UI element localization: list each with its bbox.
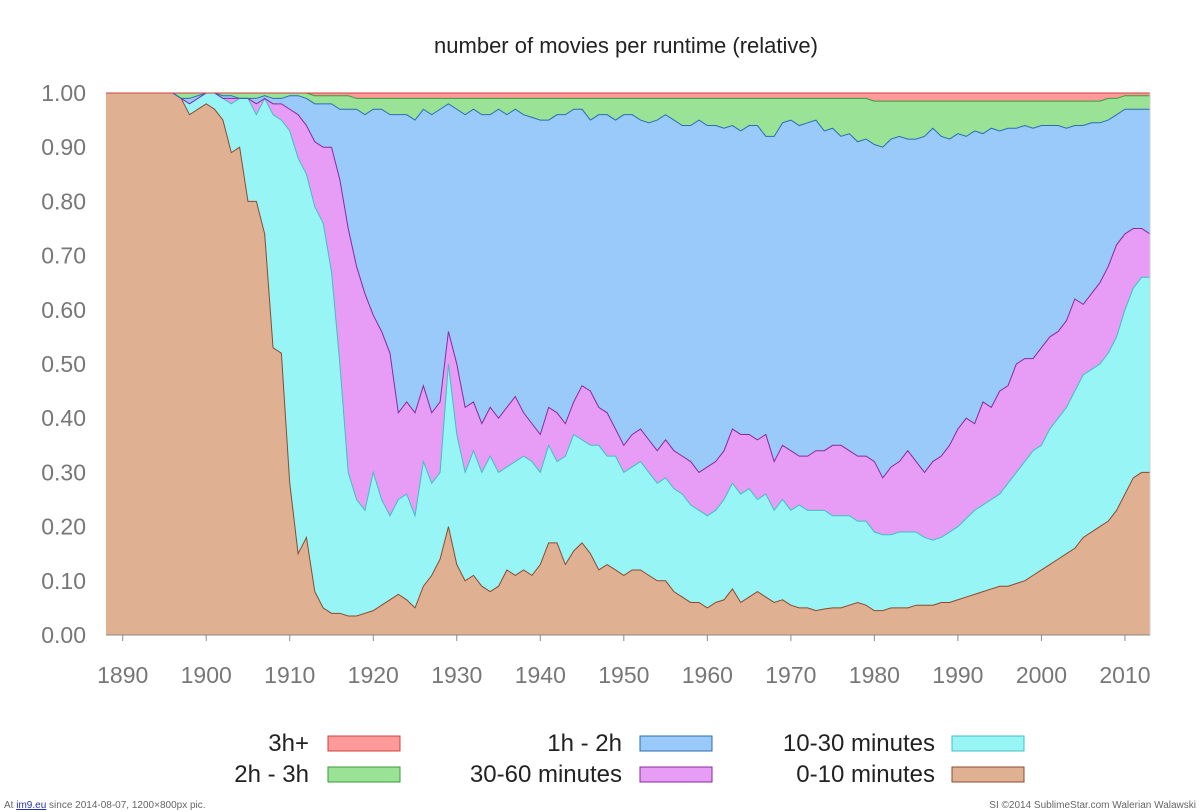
footer-link[interactable]: im9.eu xyxy=(16,800,47,811)
legend-item: 0-10 minutes xyxy=(796,761,1025,788)
y-tick-label: 0.90 xyxy=(41,134,86,160)
legend-label: 2h - 3h xyxy=(234,761,309,788)
chart-title: number of movies per runtime (relative) xyxy=(434,33,818,58)
legend-swatch xyxy=(951,735,1025,752)
legend-swatch xyxy=(327,766,401,783)
y-tick-label: 0.50 xyxy=(41,351,86,377)
x-tick-label: 2010 xyxy=(1099,662,1150,688)
axes xyxy=(106,93,1151,636)
area-0-10-minutes xyxy=(106,93,1150,635)
legend-item: 10-30 minutes xyxy=(783,730,1025,757)
footer-left-suffix: since 2014-08-07, 1200×800px pic. xyxy=(49,800,206,811)
x-tick-label: 1910 xyxy=(264,662,315,688)
legend: 3h+ 2h - 3h 1h - 2h 30-60 minutes 10-30 minu… xyxy=(234,730,1025,788)
series-line-0-10-minutes xyxy=(106,92,1150,617)
legend-swatch xyxy=(639,766,713,783)
x-tick-label: 1940 xyxy=(515,662,566,688)
x-tick-label: 1930 xyxy=(431,662,482,688)
legend-swatch xyxy=(951,766,1025,783)
y-tick-label: 0.10 xyxy=(41,568,86,594)
x-axis-ticks: 1890 1900 1910 1920 1930 1940 1950 1960 1970 1980… xyxy=(97,635,1151,688)
y-tick-label: 1.00 xyxy=(41,80,86,106)
series-line-30-60-minutes xyxy=(106,92,1151,479)
series-line-2h-3h xyxy=(106,92,1150,102)
legend-label: 0-10 minutes xyxy=(796,761,935,788)
y-tick-label: 0.20 xyxy=(41,514,86,540)
y-tick-label: 0.00 xyxy=(41,622,86,648)
y-tick-label: 0.40 xyxy=(41,405,86,431)
y-tick-label: 0.70 xyxy=(41,243,86,269)
footer-left: At im9.eu since 2014-08-07, 1200×800px p… xyxy=(4,800,206,811)
footer-right: SI ©2014 SublimeStar.com Walerian Walaws… xyxy=(989,800,1196,811)
legend-swatch xyxy=(639,735,713,752)
stacked-areas xyxy=(106,92,1151,635)
x-tick-label: 1920 xyxy=(348,662,399,688)
legend-item: 30-60 minutes xyxy=(470,761,713,788)
x-tick-label: 1950 xyxy=(598,662,649,688)
x-tick-label: 1990 xyxy=(932,662,983,688)
y-axis-ticks: 0.00 0.10 0.20 0.30 0.40 0.50 0.60 0.70 0.80 0.90… xyxy=(41,80,86,648)
legend-swatch xyxy=(327,735,401,752)
x-tick-label: 1980 xyxy=(849,662,900,688)
y-tick-label: 0.30 xyxy=(41,459,86,485)
legend-item: 1h - 2h xyxy=(547,730,713,757)
area-2h-3h xyxy=(106,93,1150,148)
area-3h- xyxy=(106,93,1150,102)
series-line-10-30-minutes xyxy=(106,92,1150,541)
legend-item: 2h - 3h xyxy=(234,761,401,788)
footer-left-prefix: At xyxy=(4,800,14,811)
y-tick-label: 0.80 xyxy=(41,188,86,214)
x-tick-label: 2000 xyxy=(1016,662,1067,688)
legend-item: 3h+ xyxy=(268,730,401,757)
legend-label: 3h+ xyxy=(268,730,309,757)
x-tick-label: 1960 xyxy=(682,662,733,688)
area-10-30-minutes xyxy=(106,93,1150,617)
legend-label: 1h - 2h xyxy=(547,730,622,757)
x-tick-label: 1900 xyxy=(181,662,232,688)
legend-label: 10-30 minutes xyxy=(783,730,935,757)
area-1h-2h xyxy=(106,93,1150,478)
legend-label: 30-60 minutes xyxy=(470,761,622,788)
area-30-60-minutes xyxy=(106,93,1150,541)
series-line-1h-2h xyxy=(106,92,1150,148)
x-tick-label: 1890 xyxy=(97,662,148,688)
x-tick-label: 1970 xyxy=(765,662,816,688)
y-tick-label: 0.60 xyxy=(41,297,86,323)
